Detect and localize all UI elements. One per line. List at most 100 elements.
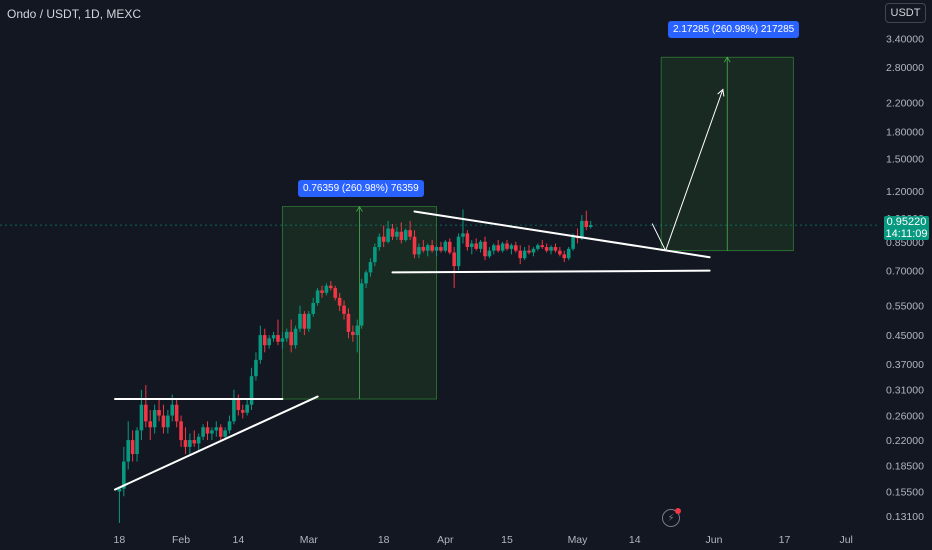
price-tick-label: 0.70000 <box>886 265 924 277</box>
candle-body <box>368 262 373 273</box>
candle-body <box>161 415 166 428</box>
candle <box>139 389 144 441</box>
time-axis: 18 Feb 14 Mar 18 Apr 15 May 14 Jun 17 Jul <box>114 534 853 546</box>
candle <box>483 236 487 261</box>
candle-body <box>417 247 421 255</box>
candle-body <box>566 248 571 259</box>
candle <box>351 325 355 342</box>
candle-body <box>408 230 412 237</box>
measure-arrowhead-1 <box>356 205 363 212</box>
candle <box>544 243 549 253</box>
bar-countdown: 14:11:09 <box>885 228 928 240</box>
candle-body <box>267 338 271 346</box>
candle <box>324 283 329 296</box>
candle <box>289 319 293 353</box>
symbol-header: Ondo / USDT, 1D, MEXC <box>7 7 142 21</box>
candle-body <box>179 421 183 441</box>
candle-body <box>311 302 316 314</box>
candle <box>562 250 567 263</box>
candle-body <box>284 331 289 339</box>
candle-body <box>148 421 153 428</box>
candle-body <box>166 415 170 428</box>
price-tick-label: 0.22000 <box>886 435 924 447</box>
candle <box>148 410 153 441</box>
candle-body <box>289 331 293 346</box>
candle-body <box>130 440 135 455</box>
candle-body <box>126 440 131 462</box>
candle-body <box>395 231 399 237</box>
candle <box>558 247 562 257</box>
candle-body <box>337 297 342 306</box>
candle <box>421 240 426 253</box>
candle <box>434 245 439 257</box>
candle <box>469 240 474 255</box>
lightning-icon[interactable]: ⚡ <box>662 508 681 527</box>
candle <box>377 233 382 251</box>
price-tick-label: 0.13100 <box>886 511 924 523</box>
candle <box>368 258 373 277</box>
price-tick-label: 2.20000 <box>886 97 924 109</box>
candle <box>258 325 263 364</box>
time-tick-label: Feb <box>172 534 190 546</box>
candle-body <box>359 283 364 326</box>
candle-body <box>196 436 201 444</box>
candle-body <box>157 410 161 416</box>
candle <box>267 335 271 349</box>
candle-body <box>218 427 223 437</box>
candle <box>452 247 456 289</box>
projection-arrowhead <box>717 88 725 97</box>
candle <box>210 427 214 441</box>
candle <box>130 430 135 462</box>
trendline-1 <box>114 395 319 491</box>
candle-body <box>505 243 509 249</box>
price-tick-label: 0.55000 <box>886 301 924 313</box>
candle-body <box>447 241 452 253</box>
price-tick-label: 1.50000 <box>886 153 924 165</box>
candle-body <box>346 313 351 332</box>
candle-body <box>483 241 487 257</box>
trendline-6 <box>665 88 724 252</box>
candle <box>500 241 505 253</box>
candle-body <box>302 313 307 329</box>
trendline-3 <box>413 210 711 259</box>
candle-body <box>174 404 179 422</box>
candle <box>514 241 518 253</box>
candle <box>491 243 496 255</box>
candle-body <box>509 245 514 249</box>
candle <box>386 220 390 244</box>
candle <box>179 415 183 447</box>
candle <box>509 243 514 255</box>
candle-body <box>227 421 232 431</box>
candle <box>276 319 280 346</box>
time-tick-label: 14 <box>232 534 244 546</box>
candle-body <box>210 430 214 434</box>
candle-body <box>452 252 456 267</box>
candle <box>588 220 593 229</box>
candle <box>232 389 236 425</box>
candle-body <box>192 440 197 444</box>
candle-body <box>500 243 505 251</box>
time-tick-label: 18 <box>378 534 390 546</box>
candle <box>430 240 434 253</box>
candle-body <box>439 247 443 251</box>
candle-body <box>298 313 302 329</box>
candle-body <box>254 359 258 377</box>
candle-body <box>271 335 276 339</box>
candle <box>373 243 377 267</box>
currency-button[interactable]: USDT <box>885 3 926 23</box>
candle <box>381 225 386 248</box>
candle <box>183 427 188 455</box>
candle <box>192 430 197 447</box>
candle <box>307 311 311 332</box>
candle <box>161 404 166 434</box>
candle-body <box>562 254 567 259</box>
candle <box>487 247 492 259</box>
candle-body <box>320 290 324 293</box>
candle <box>522 247 527 261</box>
candle <box>126 421 131 470</box>
price-tick-label: 0.37000 <box>886 359 924 371</box>
candle <box>496 240 501 253</box>
time-tick-label: 17 <box>779 534 791 546</box>
candle-body <box>456 236 461 267</box>
